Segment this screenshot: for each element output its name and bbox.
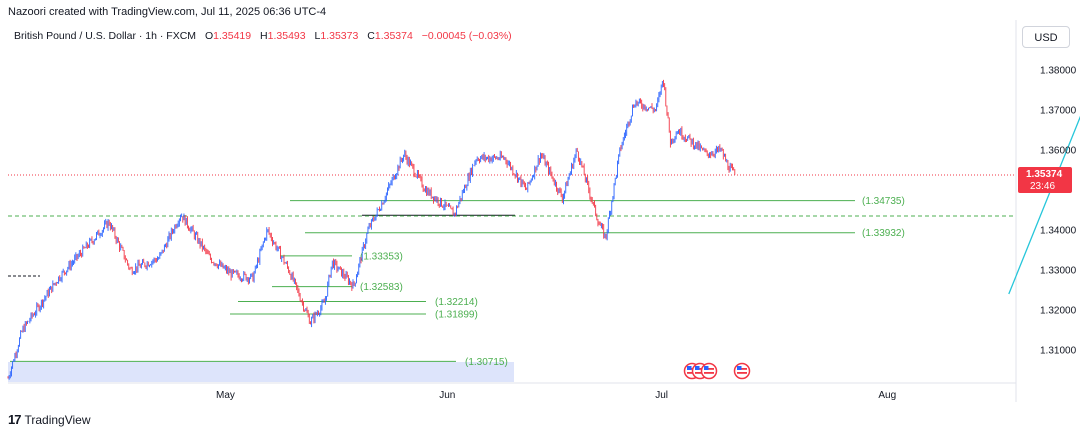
flag-stripe xyxy=(737,368,747,370)
low-label: L xyxy=(314,30,321,42)
open-label: O xyxy=(204,30,214,42)
low-value: 1.35373 xyxy=(320,30,359,42)
brand-name: TradingView xyxy=(24,412,91,427)
level-label: (1.33353) xyxy=(360,251,403,262)
change-value: −0.00045 (−0.03%) xyxy=(421,30,512,42)
tradingview-logo[interactable]: 17 TradingView xyxy=(8,412,91,427)
flag-canton xyxy=(704,366,709,370)
y-tick-label: 1.38000 xyxy=(1040,66,1077,77)
x-tick-label: Jun xyxy=(439,390,455,401)
support-zone xyxy=(8,362,514,382)
symbol-legend: British Pound / U.S. Dollar · 1h · FXCM … xyxy=(14,30,512,42)
level-label: (1.34735) xyxy=(862,196,905,207)
flag-canton xyxy=(687,366,692,370)
last-price-badge xyxy=(1018,167,1072,194)
y-tick-label: 1.37000 xyxy=(1040,106,1077,117)
flag-stripe xyxy=(695,368,705,370)
us-flag-icon[interactable] xyxy=(733,362,751,380)
high-value: 1.35493 xyxy=(267,30,306,42)
close-label: C xyxy=(367,30,375,42)
open-value: 1.35419 xyxy=(213,30,252,42)
level-label: (1.33932) xyxy=(862,228,905,239)
flag-stripe xyxy=(737,372,747,374)
flag-canton xyxy=(737,366,742,370)
us-flag-icon[interactable] xyxy=(700,362,718,380)
y-tick-label: 1.33000 xyxy=(1040,266,1077,277)
countdown-label: 23:46 xyxy=(1030,181,1055,192)
flag-stripe xyxy=(704,368,714,370)
close-value: 1.35374 xyxy=(374,30,413,42)
y-tick-label: 1.32000 xyxy=(1040,306,1077,317)
currency-button[interactable]: USD xyxy=(1022,26,1070,48)
x-tick-label: Jul xyxy=(655,390,668,401)
chart-caption: Nazoori created with TradingView.com, Ju… xyxy=(8,6,327,18)
level-label: (1.30715) xyxy=(465,357,508,368)
y-tick-label: 1.31000 xyxy=(1040,346,1077,357)
level-label: (1.31899) xyxy=(435,310,478,321)
symbol-name[interactable]: British Pound / U.S. Dollar · 1h · FXCM xyxy=(14,30,197,42)
logo-mark-icon: 17 xyxy=(8,412,22,427)
flag-stripe xyxy=(687,368,697,370)
high-label: H xyxy=(260,30,268,42)
last-price-label: 1.35374 xyxy=(1026,169,1063,180)
x-tick-label: May xyxy=(216,390,235,401)
level-label: (1.32214) xyxy=(435,297,478,308)
y-tick-label: 1.34000 xyxy=(1040,226,1077,237)
x-tick-label: Aug xyxy=(878,390,896,401)
level-label: (1.32583) xyxy=(360,282,403,293)
flag-stripe xyxy=(704,372,714,374)
flag-canton xyxy=(695,366,700,370)
flag-stripe xyxy=(695,372,705,374)
candles[interactable] xyxy=(7,79,736,380)
y-tick-label: 1.36000 xyxy=(1040,146,1077,157)
